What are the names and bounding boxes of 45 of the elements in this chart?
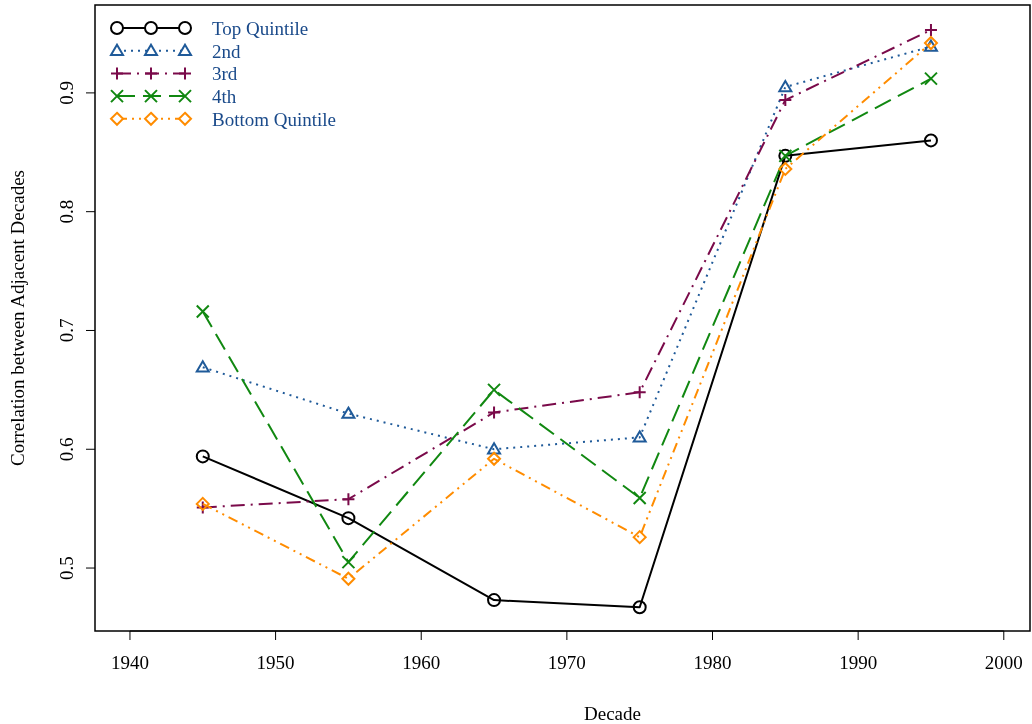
point [632, 530, 647, 545]
x-tick-label: 1950 [256, 652, 295, 673]
x-tick-label: 1960 [402, 652, 441, 673]
point [632, 600, 647, 615]
point [487, 382, 502, 397]
point [923, 22, 938, 37]
point [341, 492, 356, 507]
point [487, 451, 502, 466]
x-tick-label: 1990 [839, 652, 878, 673]
x-tick-label: 1970 [547, 652, 586, 673]
point [195, 500, 210, 515]
y-tick-label: 0.6 [56, 437, 77, 462]
point [195, 496, 210, 511]
point [632, 430, 647, 443]
point [341, 406, 356, 419]
point [632, 385, 647, 400]
y-tick-label: 0.8 [56, 199, 77, 224]
point [195, 449, 210, 464]
point [195, 360, 210, 373]
y-axis-title: Correlation between Adjacent Decades [7, 170, 28, 466]
point [341, 571, 356, 586]
y-tick-label: 0.9 [56, 81, 77, 105]
point [487, 405, 502, 420]
x-tick-label: 1940 [110, 652, 149, 673]
point [487, 442, 502, 455]
point [778, 79, 793, 93]
legend-label: Bottom Quintile [212, 108, 337, 130]
legend-label: 3rd [212, 63, 238, 85]
legend-label: 4th [212, 86, 237, 108]
point [487, 593, 502, 608]
x-axis-title: Decade [584, 703, 641, 724]
point [778, 161, 793, 176]
point [778, 93, 793, 108]
legend-label: 2nd [212, 40, 241, 62]
y-tick-label: 0.5 [56, 556, 77, 580]
x-tick-label: 1980 [693, 652, 732, 673]
legend-label: Top Quintile [212, 18, 309, 39]
point [195, 304, 210, 319]
point [341, 555, 356, 570]
point [341, 511, 356, 526]
x-tick-label: 2000 [984, 652, 1023, 673]
point [923, 133, 938, 148]
point [923, 71, 938, 86]
point [632, 490, 647, 505]
y-tick-label: 0.7 [56, 318, 77, 343]
